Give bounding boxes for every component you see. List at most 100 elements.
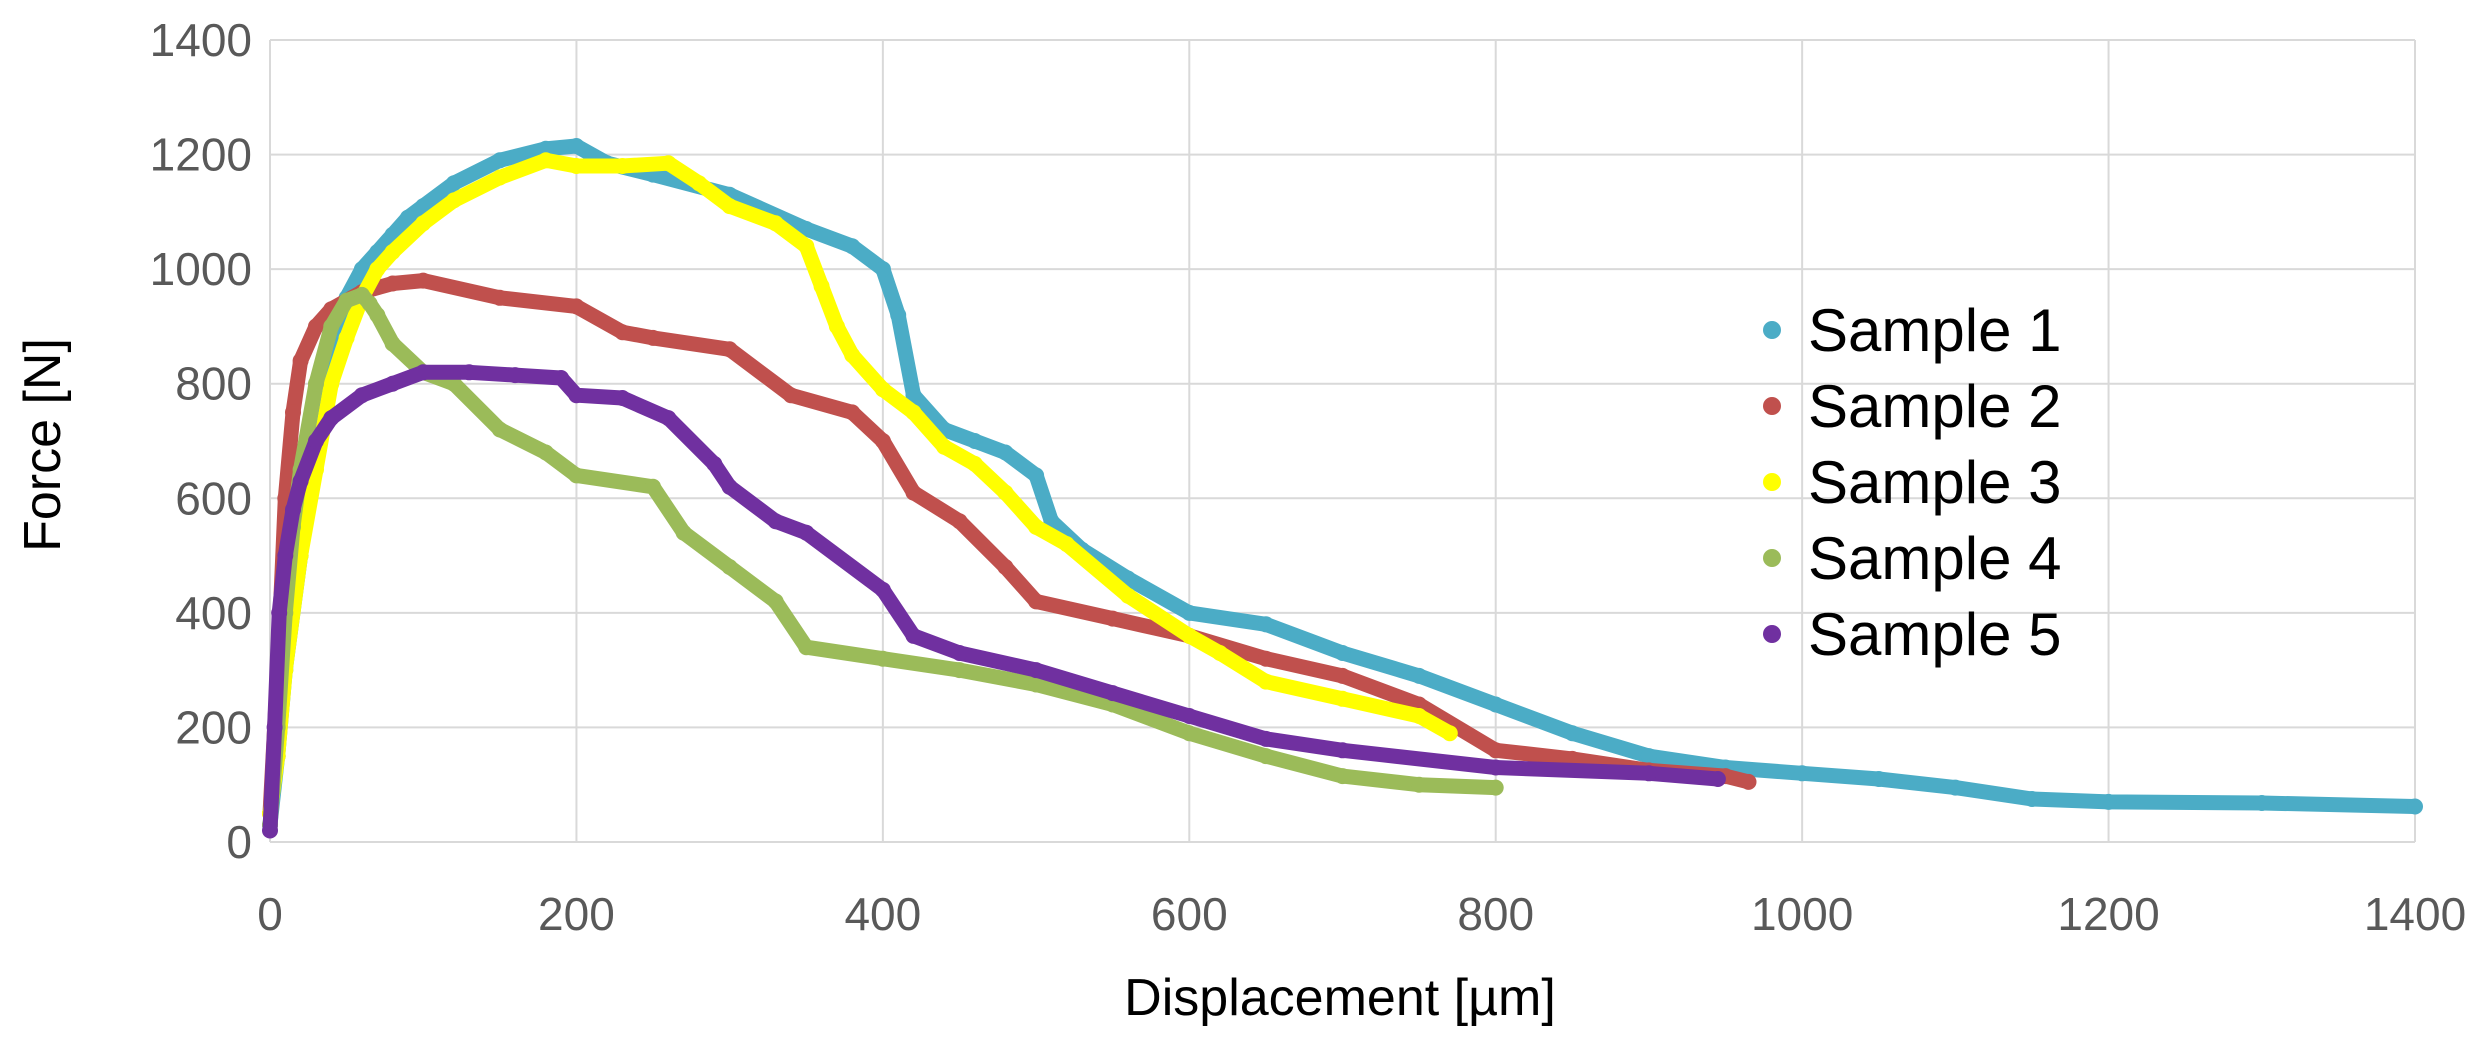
data-point	[767, 593, 784, 610]
data-point	[1640, 748, 1657, 765]
data-point	[568, 138, 585, 154]
data-point	[645, 478, 661, 495]
data-point	[507, 367, 524, 384]
data-point	[537, 444, 554, 461]
legend-item: Sample 2	[1763, 373, 2061, 440]
data-point	[1441, 725, 1458, 742]
data-point	[537, 152, 554, 169]
data-point	[292, 473, 309, 490]
legend-label: Sample 1	[1808, 297, 2061, 364]
data-point	[874, 433, 891, 449]
y-tick-labels: 0 200 400 600 800 1000 1200 1400	[150, 14, 252, 868]
data-point	[1257, 616, 1274, 633]
data-point	[1257, 650, 1274, 667]
legend-marker	[1763, 397, 1781, 415]
legend-label: Sample 3	[1808, 449, 2061, 516]
data-point	[1181, 604, 1198, 621]
y-tick-label: 400	[175, 587, 252, 639]
y-tick-label: 600	[175, 472, 252, 524]
x-tick-label: 800	[1457, 888, 1534, 940]
data-point	[285, 404, 301, 421]
legend-marker	[1763, 549, 1781, 567]
data-point	[905, 484, 922, 501]
data-point	[721, 478, 738, 495]
data-point	[1257, 730, 1274, 747]
data-point	[1794, 765, 1811, 782]
data-point	[675, 524, 692, 541]
data-point	[1487, 742, 1504, 759]
x-tick-label: 0	[257, 888, 283, 940]
data-point	[445, 175, 462, 192]
data-point	[308, 318, 324, 335]
legend-marker	[1763, 625, 1781, 643]
data-point	[1640, 765, 1657, 782]
data-point	[890, 307, 907, 323]
x-tick-label: 1200	[2057, 888, 2159, 940]
data-point	[1211, 645, 1228, 661]
data-point	[1028, 662, 1045, 679]
data-point	[721, 198, 738, 215]
data-point	[285, 501, 301, 518]
data-point	[353, 387, 370, 404]
data-point	[415, 272, 432, 289]
series-2	[262, 272, 1757, 822]
data-point	[1028, 676, 1045, 693]
data-point	[966, 433, 983, 449]
y-tick-label: 1400	[150, 14, 252, 66]
data-point	[828, 318, 845, 335]
data-point	[323, 318, 340, 335]
data-point	[1870, 771, 1887, 787]
legend-item: Sample 3	[1763, 449, 2061, 516]
data-point	[1487, 696, 1504, 713]
data-point	[1028, 593, 1045, 610]
data-point	[415, 364, 432, 381]
data-point	[844, 404, 861, 421]
data-point	[369, 307, 386, 323]
data-point	[1028, 467, 1045, 484]
data-point	[1411, 776, 1428, 793]
data-point	[2100, 793, 2117, 810]
data-point	[568, 298, 585, 315]
data-point	[568, 467, 585, 484]
legend-marker	[1763, 473, 1781, 491]
data-point	[1740, 773, 1757, 790]
data-point	[384, 244, 401, 260]
legend: Sample 1 Sample 2 Sample 3 Sample 4 Sample 5	[1763, 297, 2061, 668]
legend-label: Sample 4	[1808, 525, 2061, 592]
data-point	[1181, 708, 1198, 724]
legend-item: Sample 1	[1763, 297, 2061, 364]
grid-lines	[269, 39, 2416, 843]
data-point	[461, 364, 478, 381]
data-point	[844, 238, 861, 255]
data-point	[874, 381, 891, 398]
data-point	[1104, 685, 1121, 702]
data-point	[323, 410, 340, 427]
legend-label: Sample 5	[1808, 601, 2061, 668]
data-point	[1120, 587, 1136, 604]
data-point	[361, 295, 378, 312]
data-point	[399, 209, 416, 226]
y-tick-label: 800	[175, 358, 252, 410]
data-point	[782, 387, 799, 404]
data-point	[813, 278, 830, 295]
data-point	[445, 192, 462, 209]
series-line	[262, 273, 1756, 821]
data-point	[798, 238, 815, 255]
x-tick-label: 1000	[1751, 888, 1853, 940]
data-point	[1181, 627, 1198, 644]
data-point	[905, 404, 922, 421]
data-point	[308, 433, 324, 449]
data-point	[271, 604, 288, 621]
data-point	[369, 261, 386, 278]
data-point	[1257, 748, 1274, 765]
data-point	[384, 335, 401, 352]
y-tick-label: 1200	[150, 129, 252, 181]
y-tick-label: 1000	[150, 243, 252, 295]
data-point	[1334, 742, 1351, 759]
data-point	[1487, 779, 1504, 796]
x-tick-label: 600	[1151, 888, 1228, 940]
data-point	[323, 375, 340, 392]
x-axis-title: Displacement [µm]	[1124, 969, 1556, 1027]
data-point	[874, 581, 891, 598]
